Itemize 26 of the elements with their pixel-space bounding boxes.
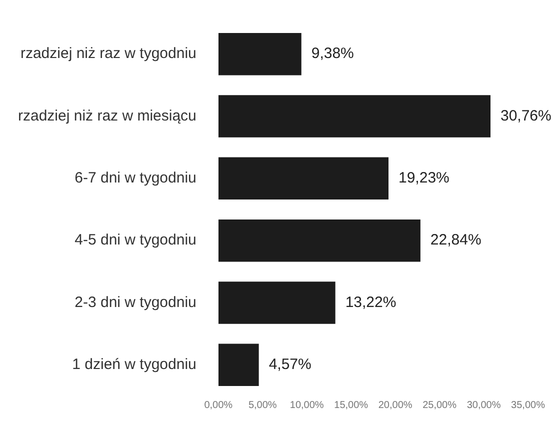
bar <box>218 95 490 138</box>
x-tick-label: 10,00% <box>290 400 324 411</box>
x-tick-label: 15,00% <box>334 400 368 411</box>
data-label: 30,76% <box>500 107 552 124</box>
x-tick-label: 0,00% <box>204 400 233 411</box>
y-tick-label: 6-7 dni w tygodniu <box>74 170 196 187</box>
data-label: 4,57% <box>268 356 312 374</box>
x-tick-label: 5,00% <box>248 400 277 411</box>
x-tick-label: 35,00% <box>511 400 546 411</box>
x-tick-label: 25,00% <box>422 400 457 411</box>
y-tick-label: rzadziej niż raz w tygodniu <box>20 45 196 62</box>
data-label: 22,84% <box>430 232 482 249</box>
y-tick-label: 4-5 dni w tygodniu <box>74 232 196 249</box>
bar <box>218 157 388 200</box>
data-label: 9,38% <box>311 45 354 62</box>
bar <box>218 282 336 324</box>
bar <box>218 219 420 262</box>
data-label: 13,22% <box>345 294 396 311</box>
x-tick-label: 20,00% <box>378 400 412 411</box>
x-tick-label: 30,00% <box>466 400 501 411</box>
bar <box>218 344 259 386</box>
y-tick-label: rzadziej niż raz w miesiącu <box>18 107 196 124</box>
y-tick-label: 1 dzień w tygodniu <box>72 356 196 374</box>
bar <box>218 32 302 76</box>
y-tick-label: 2-3 dni w tygodniu <box>74 294 196 311</box>
data-label: 19,23% <box>398 170 450 187</box>
